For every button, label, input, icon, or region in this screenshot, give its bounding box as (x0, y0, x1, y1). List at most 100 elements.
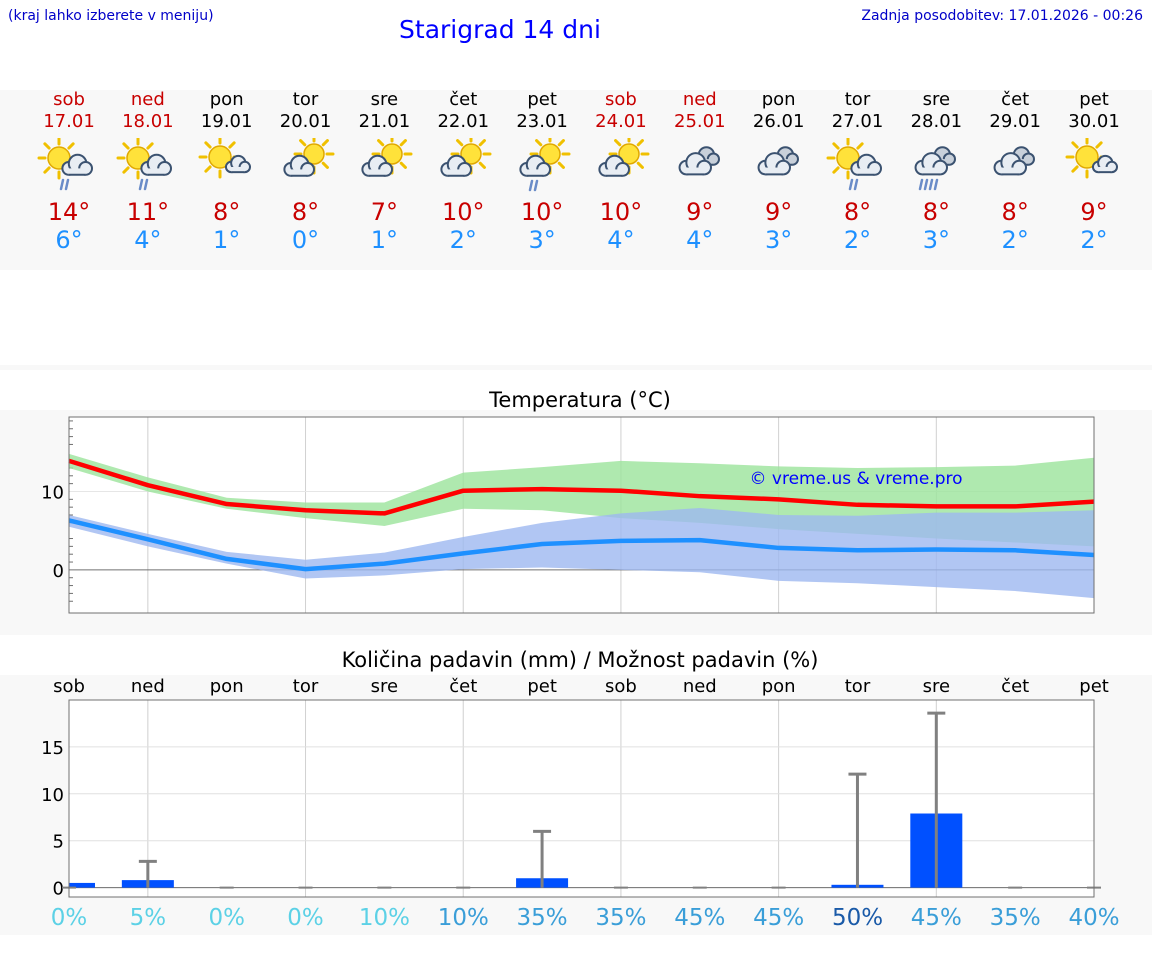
min-temperature: 4° (607, 226, 635, 254)
day-name: pet (527, 89, 557, 110)
sun-small-cloud-icon (198, 138, 251, 179)
day-name: čet (449, 89, 478, 110)
precipitation-probability: 0% (50, 905, 88, 931)
sun-ray (400, 161, 408, 169)
cloud-body (290, 169, 308, 176)
min-temperature: 2° (843, 226, 872, 254)
precipitation-probability: 40% (1068, 905, 1120, 931)
sun-ray (557, 139, 566, 147)
sun-ray (122, 142, 130, 150)
icon-group (361, 138, 413, 177)
cloud-shape (361, 154, 394, 177)
sun-ray (204, 165, 212, 173)
cloud-body (526, 169, 544, 176)
cloud-shape (993, 152, 1028, 176)
min-temperature: 2° (1080, 226, 1108, 254)
day-label: tor (844, 676, 871, 697)
day-date: 30.01 (1068, 111, 1120, 132)
precipitation-probability: 35% (989, 905, 1041, 931)
sun-disc (539, 143, 561, 165)
min-temperature: 6° (55, 226, 83, 254)
rain-drop (143, 178, 149, 191)
cloud-body (1098, 166, 1112, 173)
min-temperature: 4° (134, 226, 162, 254)
y-tick-label: 0 (53, 879, 64, 900)
icon-group (993, 146, 1036, 176)
sun-ray (321, 139, 329, 147)
day-name: sre (922, 89, 951, 110)
separator (0, 365, 1152, 370)
max-temperature-line (68, 458, 1095, 516)
cloud-shape (849, 153, 882, 176)
day-label: pet (527, 676, 557, 697)
min-temperature: 0° (291, 226, 320, 254)
cloud-body (369, 169, 386, 176)
day-name: ned (130, 89, 165, 110)
cloud-shape (1091, 154, 1119, 174)
day-label: tor (292, 676, 319, 697)
sun-disc (1075, 145, 1099, 169)
day-date: 26.01 (752, 111, 805, 132)
max-temperature: 9° (765, 198, 793, 226)
sun-cloud-rain-icon (37, 138, 94, 191)
sun-ray (557, 161, 566, 169)
cloud-shape (598, 154, 630, 177)
day-label: sre (370, 676, 399, 697)
day-date: 27.01 (831, 111, 884, 132)
rain-drop (138, 178, 144, 191)
cloud-body (68, 168, 86, 175)
cloud-body (922, 167, 941, 175)
precipitation-probability: 10% (437, 905, 489, 931)
sun-ray (831, 142, 840, 150)
icon-group (198, 138, 251, 179)
sun-ray (43, 142, 51, 150)
last-updated: Zadnja posodobitev: 17.01.2026 - 00:26 (861, 8, 1143, 24)
cloud-shape (757, 152, 791, 176)
max-temperature: 8° (213, 198, 241, 226)
rain-drop (64, 178, 70, 191)
max-temperature: 8° (291, 198, 320, 226)
plot-frame (68, 699, 1095, 898)
precipitation-probability: 0% (287, 905, 324, 931)
cloud-shape (519, 154, 552, 177)
rain-drop (934, 178, 939, 191)
sun-ray (535, 139, 543, 147)
temperature-chart-title: Temperatura (°C) (489, 388, 671, 412)
precipitation-probability: 35% (516, 905, 568, 931)
max-temperature: 8° (922, 198, 950, 226)
min-temperature-line (68, 518, 1095, 572)
sun-ray (1095, 141, 1103, 149)
y-tick-label: 10 (41, 785, 64, 806)
min-temperature: 3° (922, 226, 950, 254)
y-tick-label: 5 (53, 832, 64, 853)
precipitation-bar (69, 882, 95, 888)
plot-frame (68, 416, 1095, 614)
min-temperature: 1° (213, 226, 241, 254)
min-temperature: 4° (686, 226, 714, 254)
precipitation-probability: 10% (358, 905, 410, 931)
max-temperature: 9° (686, 198, 714, 226)
day-date: 24.01 (595, 111, 647, 132)
rain-drop (853, 178, 858, 191)
icon-group (1065, 138, 1119, 179)
day-date: 20.01 (279, 111, 332, 132)
watermark: © vreme.us & vreme.pro (749, 469, 962, 489)
cloud-body (448, 169, 465, 176)
day-label: ned (682, 676, 717, 697)
icon-group (914, 146, 957, 191)
sun-ray (831, 166, 840, 174)
precipitation-probability: 35% (595, 905, 647, 931)
sun-ray (1071, 165, 1079, 173)
cloud-body (1001, 167, 1020, 175)
precipitation-probability: 0% (208, 905, 245, 931)
day-label: pet (1079, 676, 1109, 697)
sun-ray (636, 161, 644, 169)
day-name: pon (761, 89, 796, 110)
sun-disc (381, 143, 404, 165)
icon-group (37, 138, 94, 191)
cloudy-icon (678, 146, 720, 176)
day-name: tor (292, 89, 319, 110)
day-name: ned (682, 89, 717, 110)
day-label: čet (1001, 676, 1030, 697)
